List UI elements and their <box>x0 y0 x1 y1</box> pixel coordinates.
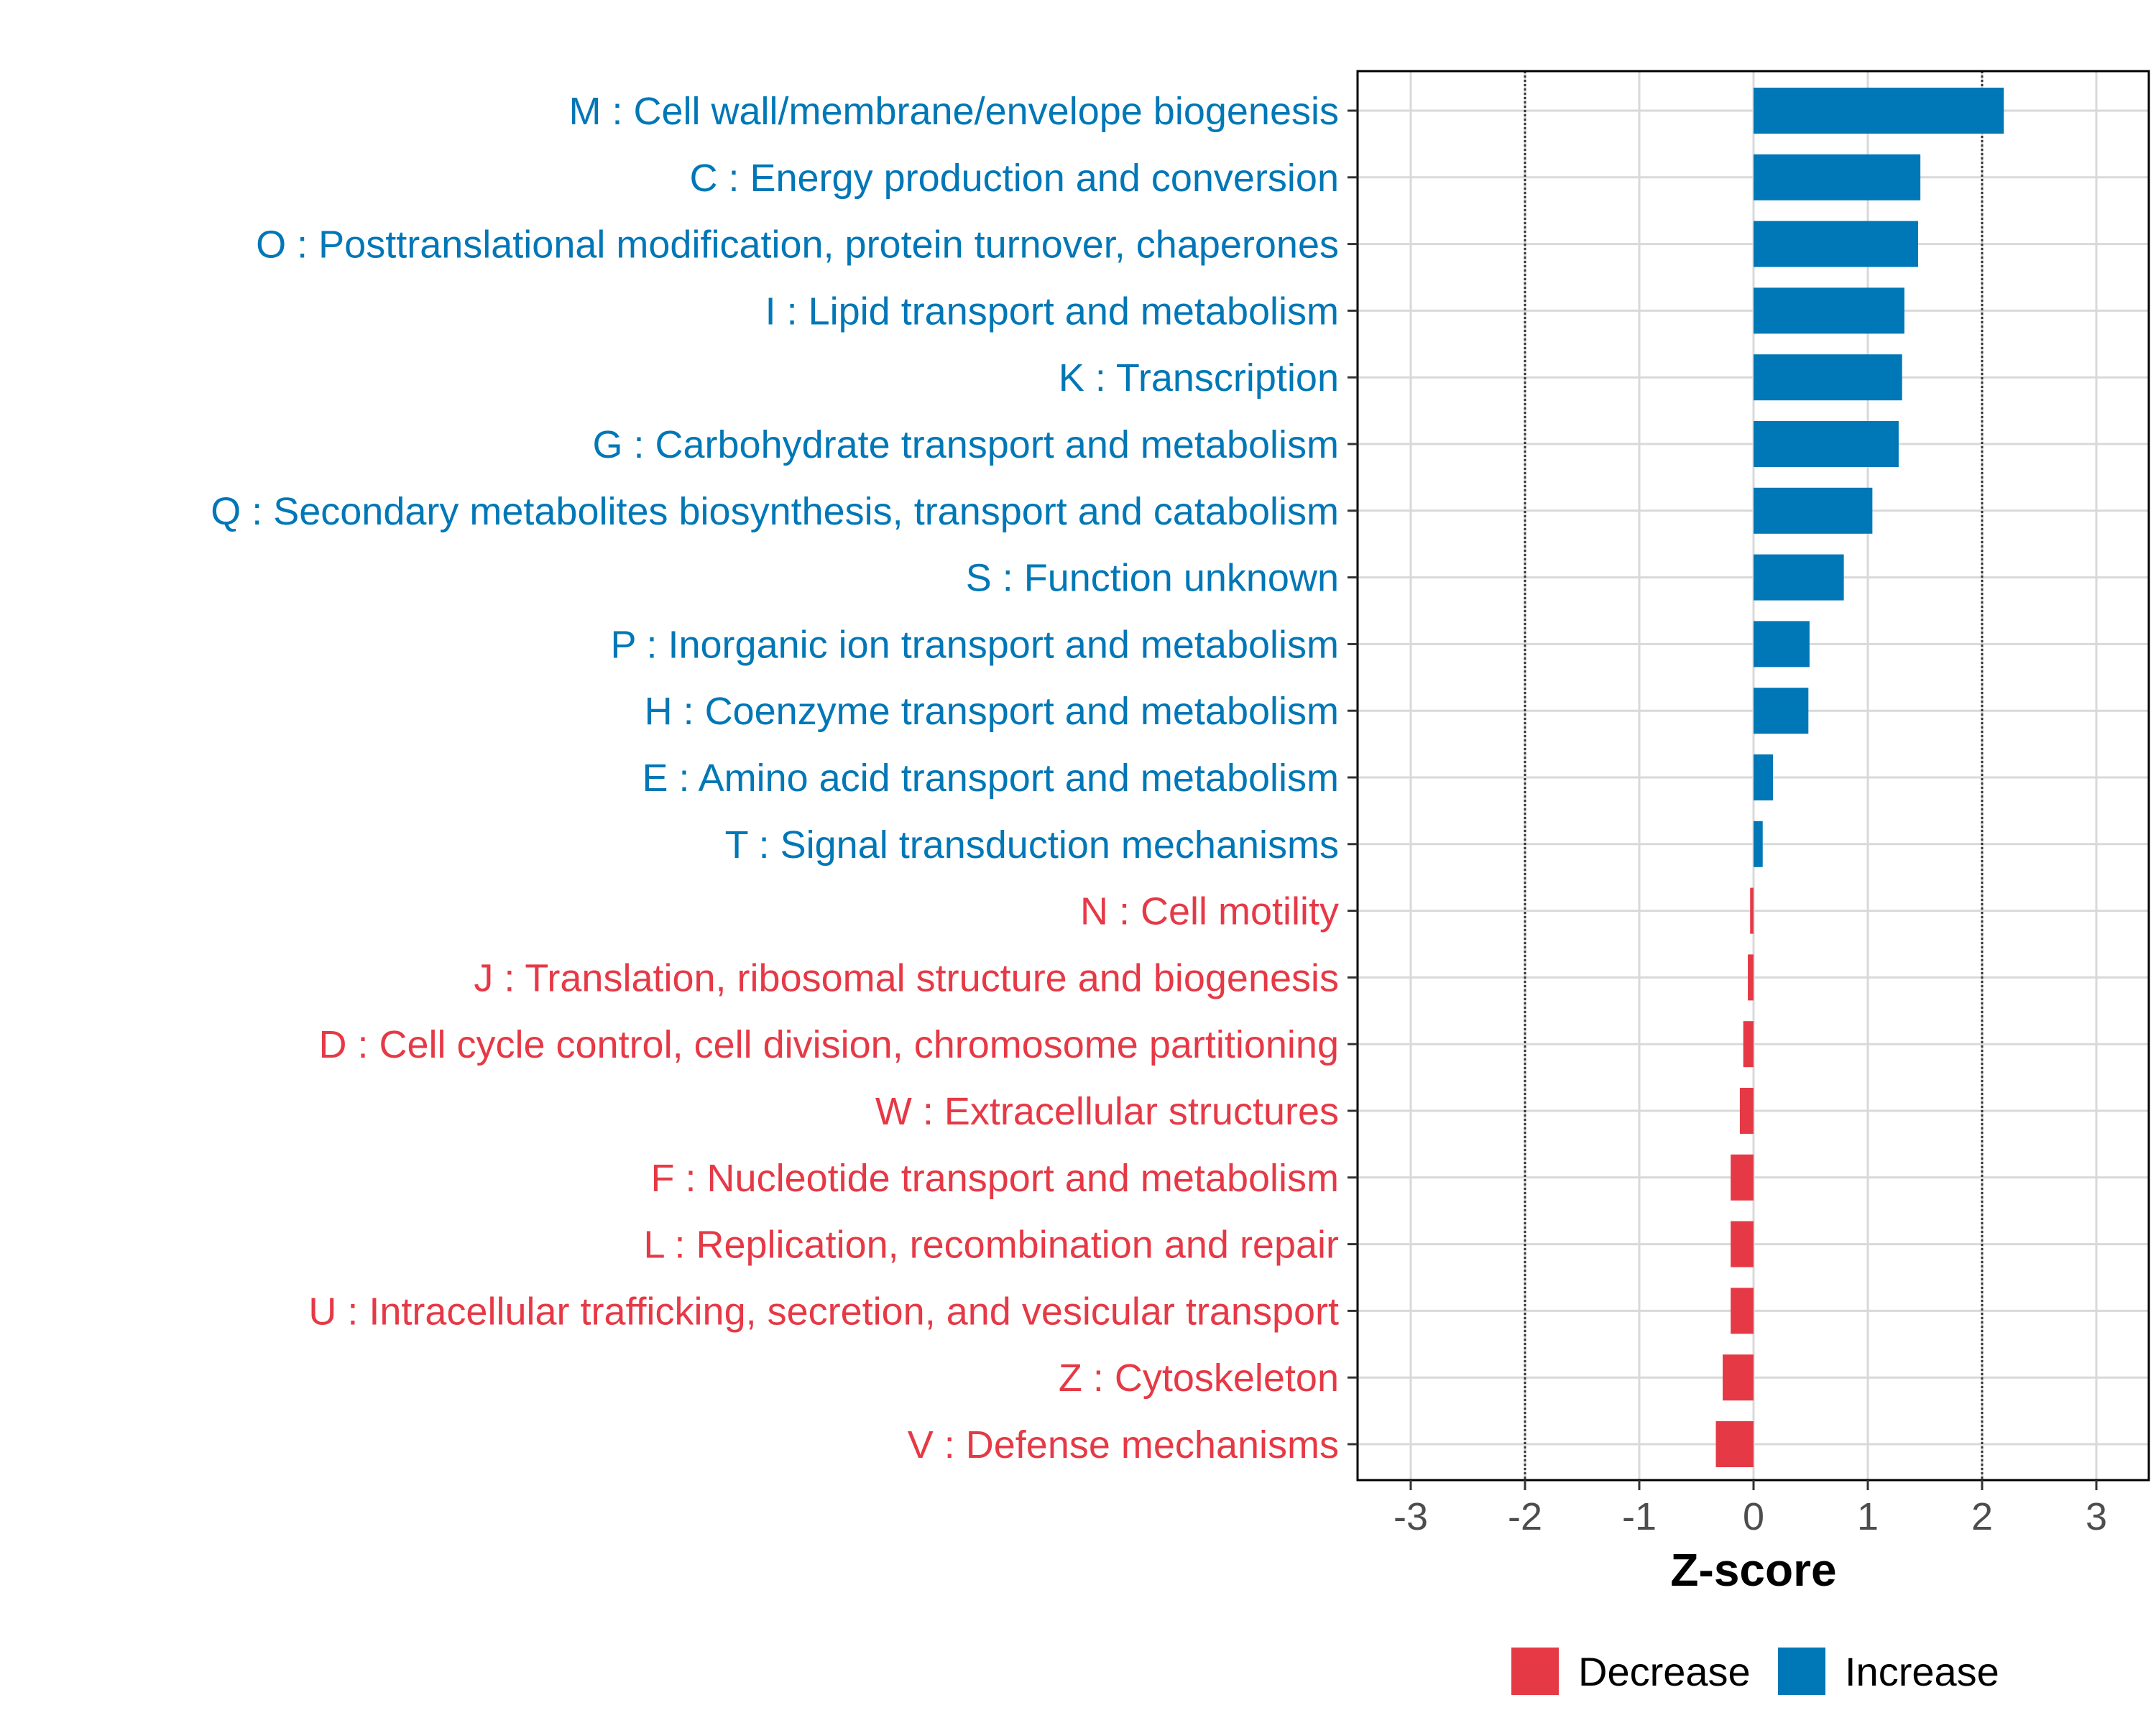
y-tick-label: H : Coenzyme transport and metabolism <box>645 690 1339 733</box>
bar <box>1731 1154 1754 1201</box>
y-tick-label: N : Cell motility <box>1080 890 1339 933</box>
legend-label: Increase <box>1845 1649 1999 1694</box>
bar <box>1731 1221 1754 1267</box>
y-tick-label: K : Transcription <box>1059 356 1339 399</box>
bar <box>1715 1421 1754 1467</box>
x-tick-label: 2 <box>1971 1495 1993 1538</box>
y-tick-label: F : Nucleotide transport and metabolism <box>651 1157 1339 1200</box>
bar <box>1750 887 1754 934</box>
x-tick-label: -1 <box>1622 1495 1657 1538</box>
y-tick-label: L : Replication, recombination and repai… <box>643 1224 1339 1267</box>
y-axis: M : Cell wall/membrane/envelope biogenes… <box>211 90 1358 1466</box>
bar <box>1754 754 1774 800</box>
x-tick-label: -3 <box>1393 1495 1428 1538</box>
bar <box>1739 1088 1754 1134</box>
x-axis-title: Z-score <box>1670 1544 1836 1596</box>
bar <box>1754 821 1763 867</box>
y-tick-label: P : Inorganic ion transport and metaboli… <box>610 623 1339 666</box>
x-axis: -3 -2 -1 0 1 2 3 <box>1393 1480 2107 1538</box>
y-tick-label: C : Energy production and conversion <box>689 157 1339 200</box>
bar <box>1748 954 1754 1001</box>
y-tick-label: T : Signal transduction mechanisms <box>725 823 1339 867</box>
y-tick-label: G : Carbohydrate transport and metabolis… <box>593 423 1340 466</box>
y-tick-label: W : Extracellular structures <box>875 1090 1339 1133</box>
y-tick-label: I : Lipid transport and metabolism <box>765 290 1339 333</box>
x-tick-label: 0 <box>1743 1495 1764 1538</box>
y-tick-label: Q : Secondary metabolites biosynthesis, … <box>211 490 1339 533</box>
bar <box>1754 487 1873 534</box>
bar <box>1754 287 1904 334</box>
bar <box>1754 221 1918 267</box>
legend-item: Increase <box>1778 1648 1999 1695</box>
y-tick-label: J : Translation, ribosomal structure and… <box>474 956 1339 999</box>
x-tick-label: 3 <box>2086 1495 2107 1538</box>
y-tick-label: Z : Cytoskeleton <box>1059 1357 1339 1400</box>
bar <box>1754 621 1810 667</box>
x-tick-label: -2 <box>1508 1495 1542 1538</box>
bar <box>1754 154 1921 200</box>
bar <box>1723 1354 1754 1401</box>
x-tick-label: 1 <box>1857 1495 1879 1538</box>
legend-item: Decrease <box>1511 1648 1751 1695</box>
legend-swatch <box>1778 1648 1825 1695</box>
bar <box>1754 354 1902 401</box>
bar <box>1743 1021 1754 1068</box>
reference-lines <box>1524 71 1984 1480</box>
y-tick-label: S : Function unknown <box>966 557 1339 600</box>
y-tick-label: D : Cell cycle control, cell division, c… <box>318 1023 1339 1066</box>
bar <box>1754 88 2004 134</box>
legend-swatch <box>1511 1648 1559 1695</box>
y-tick-label: M : Cell wall/membrane/envelope biogenes… <box>568 90 1339 133</box>
bar <box>1754 688 1809 734</box>
bar <box>1754 554 1844 601</box>
y-tick-label: E : Amino acid transport and metabolism <box>642 757 1339 800</box>
y-tick-label: O : Posttranslational modification, prot… <box>256 223 1339 267</box>
y-tick-label: V : Defense mechanisms <box>908 1423 1339 1466</box>
legend-label: Decrease <box>1578 1649 1751 1694</box>
y-tick-label: U : Intracellular trafficking, secretion… <box>308 1290 1339 1333</box>
bar <box>1754 421 1899 467</box>
bars <box>1715 88 2004 1467</box>
bar <box>1731 1288 1754 1334</box>
legend: Decrease Increase <box>1511 1648 1999 1695</box>
